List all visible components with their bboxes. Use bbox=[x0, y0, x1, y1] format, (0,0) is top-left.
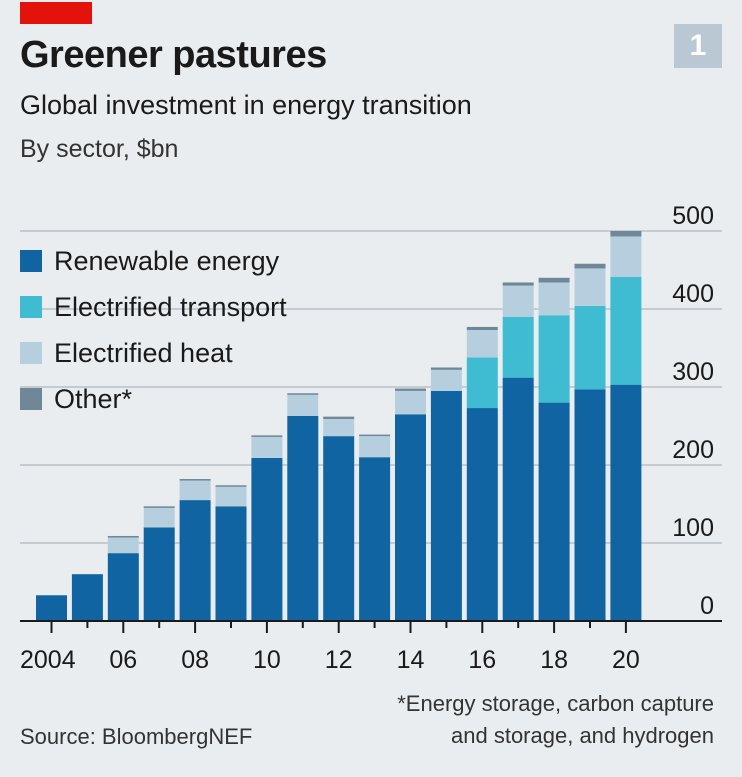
y-tick-label-100: 100 bbox=[672, 514, 714, 542]
x-tick-label-2018: 18 bbox=[540, 646, 568, 674]
bar-2018-renewable-energy bbox=[538, 402, 570, 621]
bar-2019-renewable-energy bbox=[574, 389, 606, 621]
bar-2014-electrified-heat bbox=[395, 390, 426, 415]
legend-item-heat: Electrified heat bbox=[20, 330, 287, 376]
bar-2012-other bbox=[323, 416, 355, 419]
bar-2012-electrified-heat bbox=[323, 418, 355, 437]
bar-2018-electrified-heat bbox=[538, 282, 570, 316]
bar-2015-electrified-heat bbox=[430, 369, 462, 391]
bars bbox=[36, 231, 642, 621]
bar-2010-other bbox=[251, 435, 283, 437]
y-tick-label-200: 200 bbox=[672, 436, 714, 464]
legend-item-transport: Electrified transport bbox=[20, 284, 287, 330]
bar-2016-electrified-transport bbox=[466, 357, 498, 409]
bar-2018-other bbox=[538, 277, 570, 283]
bar-2012-renewable-energy bbox=[323, 436, 355, 621]
x-tick-label-2004: 2004 bbox=[20, 646, 76, 674]
bar-2004-renewable-energy bbox=[36, 595, 67, 621]
bar-2017-other bbox=[502, 282, 534, 286]
legend-label-renewable: Renewable energy bbox=[54, 245, 280, 276]
bar-2007-other bbox=[143, 506, 175, 508]
x-tick-label-2008: 08 bbox=[181, 646, 209, 674]
bar-2011-renewable-energy bbox=[287, 415, 319, 621]
bar-2020-electrified-transport bbox=[610, 277, 642, 385]
x-tick-label-2020: 20 bbox=[612, 646, 640, 674]
bar-2005-renewable-energy bbox=[71, 574, 103, 621]
bar-2020-renewable-energy bbox=[610, 384, 642, 621]
bar-2007-electrified-heat bbox=[143, 507, 175, 528]
bar-2020-electrified-heat bbox=[610, 236, 642, 278]
bar-2008-electrified-heat bbox=[179, 480, 211, 501]
bar-2019-other bbox=[574, 263, 606, 269]
bar-2006-electrified-heat bbox=[107, 537, 139, 554]
bar-2008-other bbox=[179, 479, 211, 481]
legend-label-other: Other* bbox=[54, 383, 133, 414]
footnote-line-2: and storage, and hydrogen bbox=[451, 723, 714, 748]
bar-2014-renewable-energy bbox=[395, 414, 426, 621]
x-tick-label-2010: 10 bbox=[253, 646, 281, 674]
legend-swatch-heat bbox=[20, 342, 42, 364]
x-tick-label-2006: 06 bbox=[109, 646, 137, 674]
bar-2009-renewable-energy bbox=[215, 506, 247, 621]
bar-2018-electrified-transport bbox=[538, 315, 570, 403]
bar-2019-electrified-transport bbox=[574, 305, 606, 390]
x-tick-label-2012: 12 bbox=[325, 646, 353, 674]
bar-2016-renewable-energy bbox=[466, 408, 498, 621]
bar-2014-other bbox=[395, 388, 426, 391]
y-tick-label-500: 500 bbox=[672, 202, 714, 230]
bar-2020-other bbox=[610, 231, 642, 237]
bar-2013-renewable-energy bbox=[359, 457, 391, 621]
bar-2008-renewable-energy bbox=[179, 500, 211, 621]
x-tick-label-2016: 16 bbox=[468, 646, 496, 674]
bar-2016-other bbox=[466, 326, 498, 331]
bar-2015-renewable-energy bbox=[430, 390, 462, 621]
y-tick-label-400: 400 bbox=[672, 280, 714, 308]
bar-2013-other bbox=[359, 434, 391, 437]
bar-2006-other bbox=[107, 535, 139, 538]
bar-2017-electrified-transport bbox=[502, 316, 534, 378]
bar-2007-renewable-energy bbox=[143, 527, 175, 621]
y-tick-label-0: 0 bbox=[700, 592, 714, 620]
bar-2017-renewable-energy bbox=[502, 377, 534, 621]
legend-label-heat: Electrified heat bbox=[54, 337, 233, 368]
bar-2011-electrified-heat bbox=[287, 394, 319, 416]
chart-subtitle: Global investment in energy transition bbox=[20, 90, 472, 120]
economist-red-tag bbox=[20, 2, 92, 24]
x-tick-label-2014: 14 bbox=[397, 646, 425, 674]
chart-title: Greener pastures bbox=[20, 34, 327, 76]
bar-2019-electrified-heat bbox=[574, 268, 606, 306]
figure-number-badge: 1 bbox=[674, 24, 722, 68]
bar-2016-electrified-heat bbox=[466, 330, 498, 358]
footnote: *Energy storage, carbon capture and stor… bbox=[397, 688, 714, 752]
legend-swatch-other bbox=[20, 388, 42, 410]
legend-label-transport: Electrified transport bbox=[54, 291, 287, 322]
legend-item-other: Other* bbox=[20, 376, 287, 422]
axes: 0 100 200 300 400 500 2004 06 08 10 12 14 16 18 20 bbox=[20, 202, 722, 674]
bar-2011-other bbox=[287, 393, 319, 395]
legend: Renewable energy Electrified transport E… bbox=[20, 238, 287, 422]
bar-2010-renewable-energy bbox=[251, 457, 283, 621]
legend-swatch-transport bbox=[20, 296, 42, 318]
bar-2013-electrified-heat bbox=[359, 436, 391, 458]
footnote-line-1: *Energy storage, carbon capture bbox=[397, 691, 714, 716]
legend-item-renewable: Renewable energy bbox=[20, 238, 287, 284]
source-note: Source: BloombergNEF bbox=[20, 724, 253, 749]
y-tick-label-300: 300 bbox=[672, 358, 714, 386]
bar-2006-renewable-energy bbox=[107, 553, 139, 621]
legend-swatch-renewable bbox=[20, 250, 42, 272]
bar-2009-other bbox=[215, 485, 247, 487]
chart-unit-label: By sector, $bn bbox=[20, 135, 179, 163]
bar-2010-electrified-heat bbox=[251, 436, 283, 458]
bar-2017-electrified-heat bbox=[502, 285, 534, 317]
bar-2015-other bbox=[430, 367, 462, 370]
bar-2009-electrified-heat bbox=[215, 486, 247, 507]
